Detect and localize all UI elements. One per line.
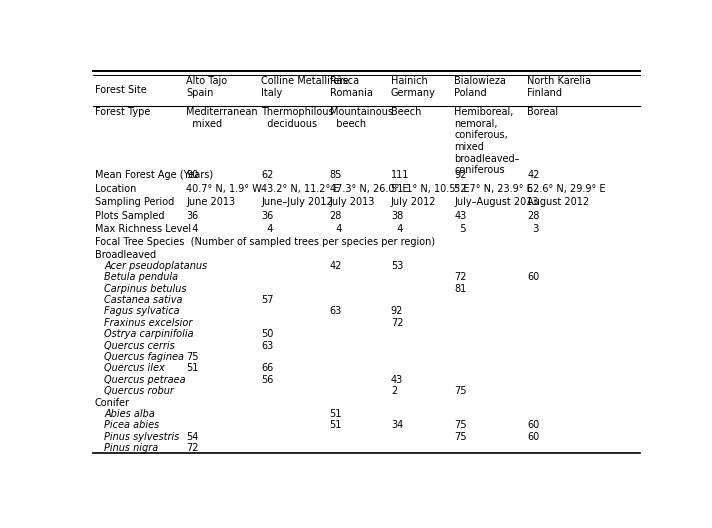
Text: Quercus faginea: Quercus faginea xyxy=(105,352,184,362)
Text: 63: 63 xyxy=(261,341,273,351)
Text: 47.3° N, 26.0° E: 47.3° N, 26.0° E xyxy=(330,184,408,194)
Text: North Karelia
Finland: North Karelia Finland xyxy=(527,77,591,98)
Text: 4: 4 xyxy=(391,224,403,234)
Text: 50: 50 xyxy=(261,329,273,340)
Text: 36: 36 xyxy=(261,211,273,221)
Text: Acer pseudoplatanus: Acer pseudoplatanus xyxy=(105,261,208,271)
Text: Bialowieza
Poland: Bialowieza Poland xyxy=(454,77,506,98)
Text: June–July 2012: June–July 2012 xyxy=(261,197,333,207)
Text: August 2012: August 2012 xyxy=(527,197,590,207)
Text: 75: 75 xyxy=(454,420,467,430)
Text: Mediterranean
  mixed: Mediterranean mixed xyxy=(186,107,258,129)
Text: Râsca
Romania: Râsca Romania xyxy=(330,77,372,98)
Text: 2: 2 xyxy=(391,386,397,396)
Text: Broadleaved: Broadleaved xyxy=(95,250,156,260)
Text: July 2012: July 2012 xyxy=(391,197,436,207)
Text: 5: 5 xyxy=(454,224,467,234)
Text: Plots Sampled: Plots Sampled xyxy=(95,211,164,221)
Text: Pinus nigra: Pinus nigra xyxy=(105,443,159,453)
Text: Ostrya carpinifolia: Ostrya carpinifolia xyxy=(105,329,194,340)
Text: 75: 75 xyxy=(186,352,199,362)
Text: Thermophilous
  deciduous: Thermophilous deciduous xyxy=(261,107,334,129)
Text: Pinus sylvestris: Pinus sylvestris xyxy=(105,432,180,442)
Text: 4: 4 xyxy=(186,224,199,234)
Text: Focal Tree Species  (Number of sampled trees per species per region): Focal Tree Species (Number of sampled tr… xyxy=(95,238,434,247)
Text: 92: 92 xyxy=(454,171,466,180)
Text: 92: 92 xyxy=(391,306,403,316)
Text: 81: 81 xyxy=(454,284,466,294)
Text: Mountainous
  beech: Mountainous beech xyxy=(330,107,392,129)
Text: 40.7° N, 1.9° W: 40.7° N, 1.9° W xyxy=(186,184,262,194)
Text: 75: 75 xyxy=(454,386,467,396)
Text: 56: 56 xyxy=(261,375,273,385)
Text: 60: 60 xyxy=(527,432,540,442)
Text: June 2013: June 2013 xyxy=(186,197,235,207)
Text: 57: 57 xyxy=(261,295,273,305)
Text: 43: 43 xyxy=(391,375,403,385)
Text: Location: Location xyxy=(95,184,136,194)
Text: Quercus cerris: Quercus cerris xyxy=(105,341,175,351)
Text: 36: 36 xyxy=(186,211,199,221)
Text: Castanea sativa: Castanea sativa xyxy=(105,295,183,305)
Text: 42: 42 xyxy=(527,171,540,180)
Text: 85: 85 xyxy=(330,171,342,180)
Text: Quercus robur: Quercus robur xyxy=(105,386,174,396)
Text: 72: 72 xyxy=(186,443,199,453)
Text: Forest Site: Forest Site xyxy=(95,84,146,95)
Text: 62: 62 xyxy=(261,171,273,180)
Text: Beech: Beech xyxy=(391,107,422,117)
Text: 111: 111 xyxy=(391,171,409,180)
Text: 60: 60 xyxy=(527,420,540,430)
Text: Betula pendula: Betula pendula xyxy=(105,272,179,282)
Text: Fagus sylvatica: Fagus sylvatica xyxy=(105,306,180,316)
Text: Fraxinus excelsior: Fraxinus excelsior xyxy=(105,318,193,328)
Text: 54: 54 xyxy=(186,432,199,442)
Text: Quercus petraea: Quercus petraea xyxy=(105,375,186,385)
Text: 3: 3 xyxy=(527,224,540,234)
Text: Colline Metallifere
Italy: Colline Metallifere Italy xyxy=(261,77,349,98)
Text: 42: 42 xyxy=(330,261,342,271)
Text: Hemiboreal,
nemoral,
coniferous,
mixed
broadleaved–
coniferous: Hemiboreal, nemoral, coniferous, mixed b… xyxy=(454,107,520,175)
Text: 34: 34 xyxy=(391,420,403,430)
Text: Abies alba: Abies alba xyxy=(105,409,155,419)
Text: 72: 72 xyxy=(454,272,467,282)
Text: Alto Tajo
Spain: Alto Tajo Spain xyxy=(186,77,227,98)
Text: 53: 53 xyxy=(391,261,403,271)
Text: July 2013: July 2013 xyxy=(330,197,375,207)
Text: Sampling Period: Sampling Period xyxy=(95,197,174,207)
Text: 60: 60 xyxy=(527,272,540,282)
Text: 38: 38 xyxy=(391,211,403,221)
Text: Max Richness Level: Max Richness Level xyxy=(95,224,191,234)
Text: Mean Forest Age (Years): Mean Forest Age (Years) xyxy=(95,171,213,180)
Text: July–August 2013: July–August 2013 xyxy=(454,197,539,207)
Text: 51.1° N, 10.5° E: 51.1° N, 10.5° E xyxy=(391,184,469,194)
Text: 43.2° N, 11.2° E: 43.2° N, 11.2° E xyxy=(261,184,340,194)
Text: Hainich
Germany: Hainich Germany xyxy=(391,77,436,98)
Text: 51: 51 xyxy=(330,409,342,419)
Text: 52.7° N, 23.9° E: 52.7° N, 23.9° E xyxy=(454,184,533,194)
Text: 90: 90 xyxy=(186,171,199,180)
Text: 51: 51 xyxy=(186,363,199,373)
Text: 75: 75 xyxy=(454,432,467,442)
Text: 72: 72 xyxy=(391,318,403,328)
Text: 43: 43 xyxy=(454,211,466,221)
Text: Quercus ilex: Quercus ilex xyxy=(105,363,165,373)
Text: Conifer: Conifer xyxy=(95,398,130,408)
Text: 63: 63 xyxy=(330,306,342,316)
Text: Boreal: Boreal xyxy=(527,107,558,117)
Text: Carpinus betulus: Carpinus betulus xyxy=(105,284,187,294)
Text: 4: 4 xyxy=(261,224,273,234)
Text: 62.6° N, 29.9° E: 62.6° N, 29.9° E xyxy=(527,184,606,194)
Text: 66: 66 xyxy=(261,363,273,373)
Text: Picea abies: Picea abies xyxy=(105,420,159,430)
Text: 28: 28 xyxy=(330,211,342,221)
Text: 51: 51 xyxy=(330,420,342,430)
Text: Forest Type: Forest Type xyxy=(95,107,150,117)
Text: 4: 4 xyxy=(330,224,342,234)
Text: 28: 28 xyxy=(527,211,540,221)
